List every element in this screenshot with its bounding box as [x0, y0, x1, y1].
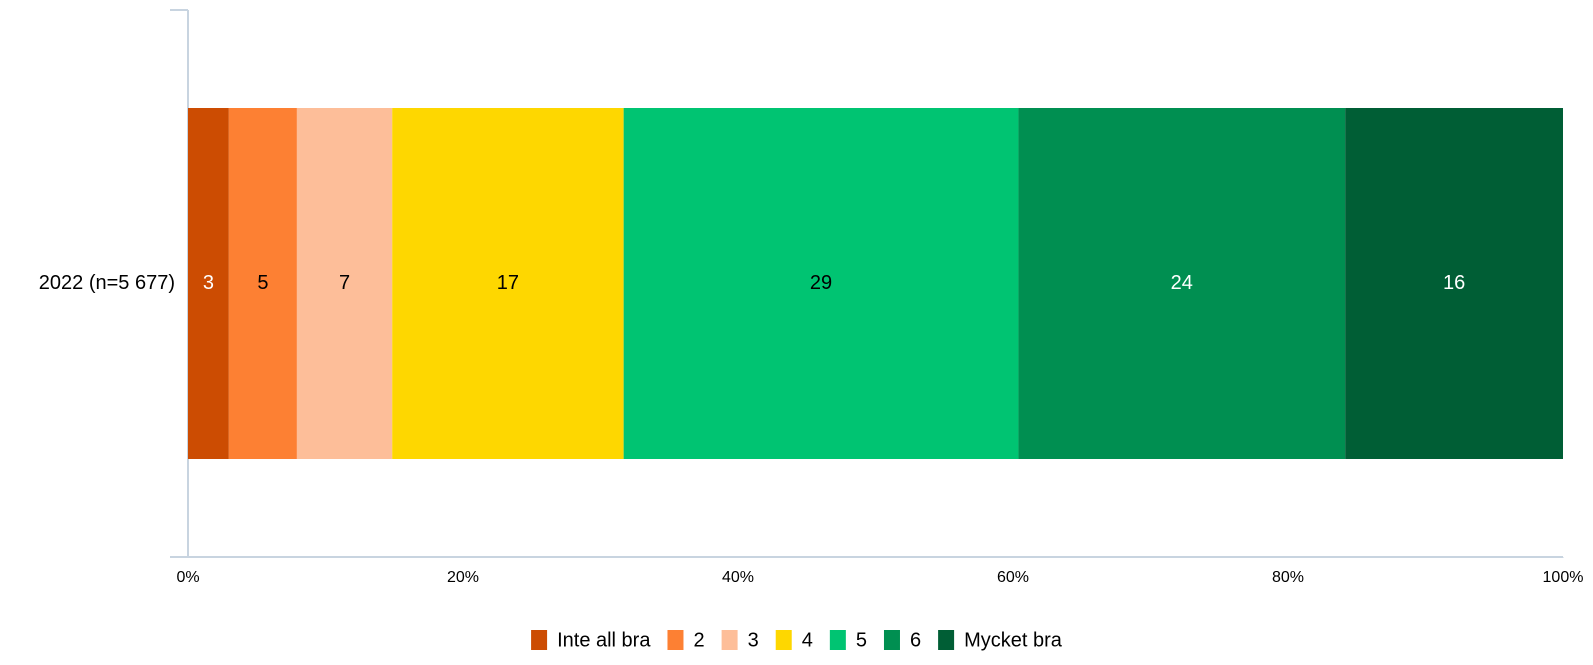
legend-label: Inte all bra [557, 629, 651, 651]
data-label: 3 [203, 272, 214, 294]
legend-label: 6 [910, 629, 921, 651]
bar-segment [228, 108, 297, 459]
data-label: 7 [339, 272, 350, 294]
bar-segment [392, 108, 624, 459]
legend-label: 4 [802, 629, 813, 651]
legend-swatch [883, 630, 900, 650]
data-label: 24 [1171, 272, 1193, 294]
x-tick-label: 80% [1272, 569, 1304, 586]
x-tick-label: 60% [997, 569, 1029, 586]
legend-swatch [721, 630, 738, 650]
bar-segment [623, 108, 1019, 459]
data-label: 5 [257, 272, 268, 294]
legend-label: Mycket bra [964, 629, 1063, 651]
bar-segment [296, 108, 393, 459]
x-tick-label: 100% [1543, 569, 1584, 586]
legend-label: 2 [693, 629, 704, 651]
legend-swatch [938, 630, 955, 650]
bar-segment [188, 108, 229, 459]
data-label: 17 [497, 272, 519, 294]
legend-swatch [667, 630, 684, 650]
x-tick-label: 0% [176, 569, 199, 586]
legend-swatch [829, 630, 846, 650]
bar-segment [1018, 108, 1346, 459]
x-tick-label: 20% [447, 569, 479, 586]
legend-label: 5 [856, 629, 867, 651]
category-label: 2022 (n=5 677) [39, 272, 175, 294]
x-tick-label: 40% [722, 569, 754, 586]
legend-swatch [531, 630, 548, 650]
legend-label: 3 [748, 629, 759, 651]
data-label: 16 [1443, 272, 1465, 294]
data-label: 29 [810, 272, 832, 294]
legend-swatch [775, 630, 792, 650]
bar-segment [1345, 108, 1563, 459]
